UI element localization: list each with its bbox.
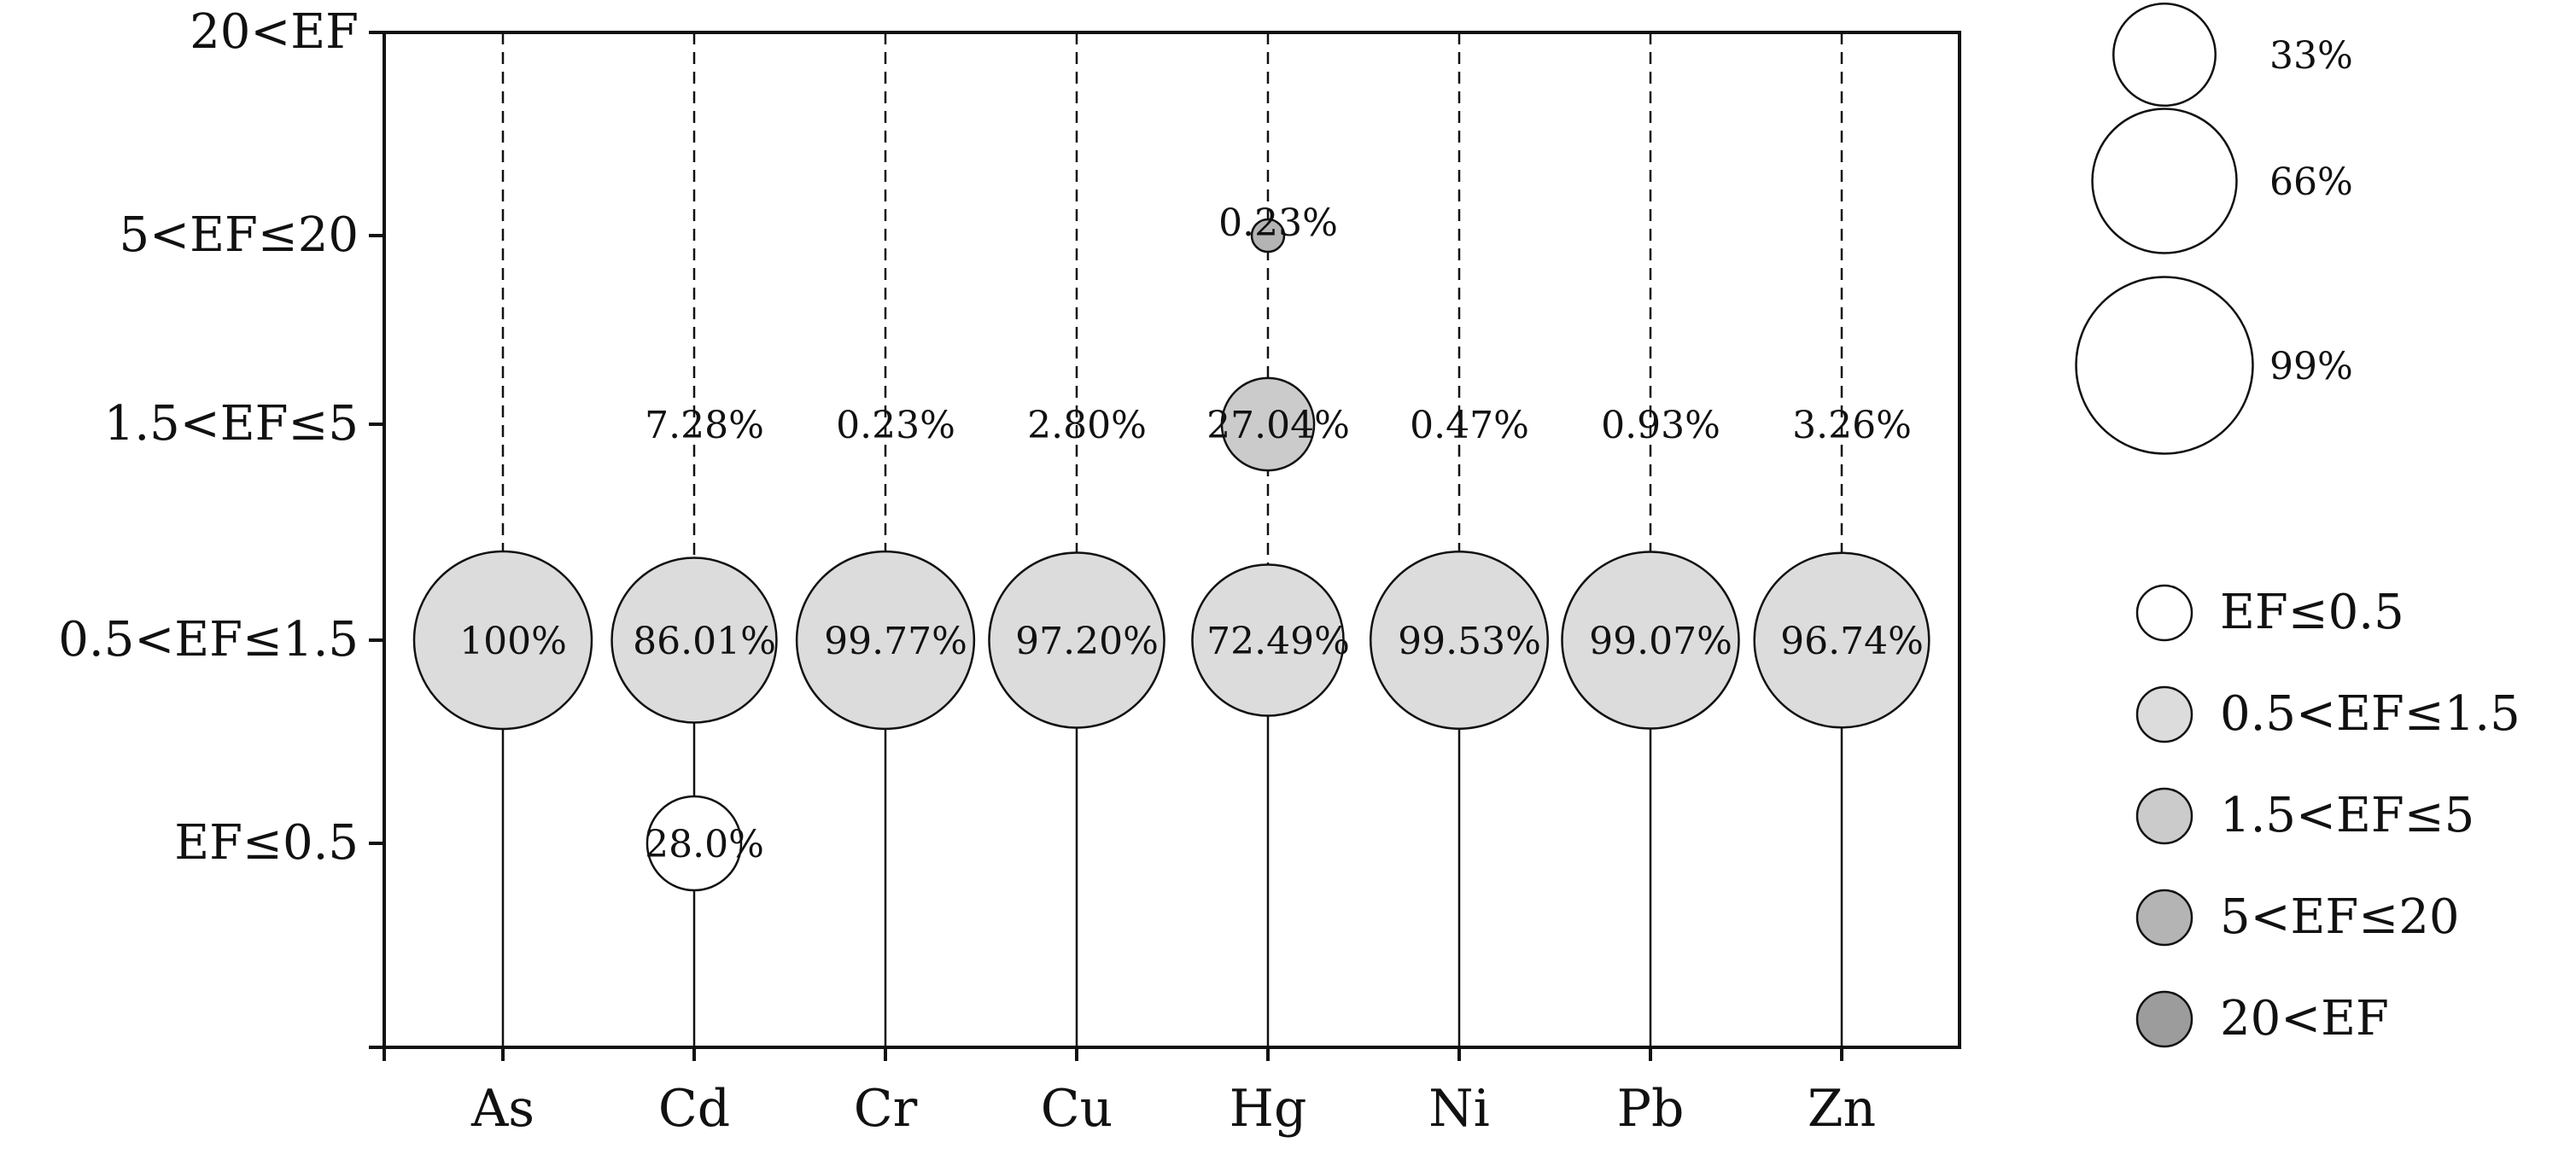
bubble-Zn-level1 <box>1753 551 1931 729</box>
bubble-Cr-level1 <box>795 550 976 731</box>
bubble-Hg-level2 <box>1220 376 1316 472</box>
x-tick-label: Pb <box>1617 1079 1685 1139</box>
axes: EF≤0.5 0.5<EF≤1.5 1.5<EF≤5 5<EF≤20 20<EF As Cd… <box>58 4 1876 1139</box>
bubble-As-level1 <box>412 550 593 731</box>
x-tick-label: As <box>470 1079 534 1139</box>
data-label-Hg: 0.23% <box>1218 201 1338 245</box>
color-legend-label: 1.5<EF≤5 <box>2220 788 2474 843</box>
bubble-Cd-level1 <box>610 557 778 724</box>
x-tick-label: Cu <box>1041 1079 1113 1139</box>
x-tick-label: Cd <box>658 1079 730 1139</box>
color-legend-swatch <box>2135 584 2193 642</box>
color-legend-swatch <box>2135 787 2193 845</box>
color-legend-label: EF≤0.5 <box>2220 585 2404 640</box>
bubble-Hg-level1 <box>1191 563 1345 717</box>
size-legend-circle <box>2091 108 2238 254</box>
y-tick-label: 0.5<EF≤1.5 <box>58 612 359 667</box>
data-label-Hg: 72.49% <box>1206 620 1350 663</box>
data-label-Hg: 27.04% <box>1206 404 1350 447</box>
data-label-Pb: 0.93% <box>1601 404 1720 447</box>
data-label-Cd: 86.01% <box>633 620 776 663</box>
data-labels: 100% 86.01% 7.28% 28.0% 99.77% 0.23% 97.20% 2.8… <box>459 201 1924 866</box>
color-legend-label: 0.5<EF≤1.5 <box>2220 686 2521 742</box>
color-legend-swatch <box>2135 685 2193 743</box>
legend: 33% 66% 99% EF≤0.5 0.5<EF≤1.5 1.5<EF≤5 5<EF≤20… <box>2075 3 2521 1048</box>
bubble-Cu-level1 <box>988 551 1165 729</box>
plot-frame <box>383 31 1961 1049</box>
x-tick-label: Cr <box>854 1079 918 1139</box>
color-legend-swatch <box>2135 889 2193 947</box>
data-label-Cu: 2.80% <box>1027 404 1147 447</box>
data-label-Cr: 99.77% <box>824 620 967 663</box>
data-label-Cr: 0.23% <box>836 404 955 447</box>
size-legend-label: 33% <box>2269 34 2353 78</box>
data-label-Cd: 28.0% <box>645 823 764 866</box>
data-label-Ni: 0.47% <box>1410 404 1529 447</box>
data-label-As: 100% <box>459 620 567 663</box>
data-label-Pb: 99.07% <box>1589 620 1732 663</box>
plot-area <box>383 31 1961 1049</box>
data-label-Ni: 99.53% <box>1398 620 1541 663</box>
bubble-Hg-level3 <box>1250 218 1286 254</box>
size-legend-label: 66% <box>2269 160 2353 204</box>
data-label-Zn: 3.26% <box>1792 404 1912 447</box>
y-tick-label: 1.5<EF≤5 <box>104 396 359 452</box>
y-tick-label: 20<EF <box>190 4 359 60</box>
x-tick-label: Ni <box>1428 1079 1490 1139</box>
x-tick-label: Zn <box>1808 1079 1876 1139</box>
size-legend-label: 99% <box>2269 345 2353 388</box>
y-tick-label: 5<EF≤20 <box>120 207 359 263</box>
size-legend-circle <box>2112 3 2217 107</box>
bubble-Cd-level0 <box>645 795 743 892</box>
bubbles <box>412 218 1931 892</box>
bubble-Pb-level1 <box>1561 551 1740 730</box>
color-legend-label: 20<EF <box>2220 991 2389 1046</box>
data-label-Cd: 7.28% <box>645 404 764 447</box>
size-legend-circle <box>2075 276 2254 455</box>
color-legend-swatch <box>2135 990 2193 1048</box>
data-label-Zn: 96.74% <box>1780 620 1924 663</box>
x-tick-label: Hg <box>1230 1079 1307 1139</box>
bubble-Ni-level1 <box>1369 550 1550 731</box>
color-legend-label: 5<EF≤20 <box>2220 889 2459 945</box>
data-label-Cu: 97.20% <box>1015 620 1159 663</box>
y-tick-label: EF≤0.5 <box>174 815 359 871</box>
